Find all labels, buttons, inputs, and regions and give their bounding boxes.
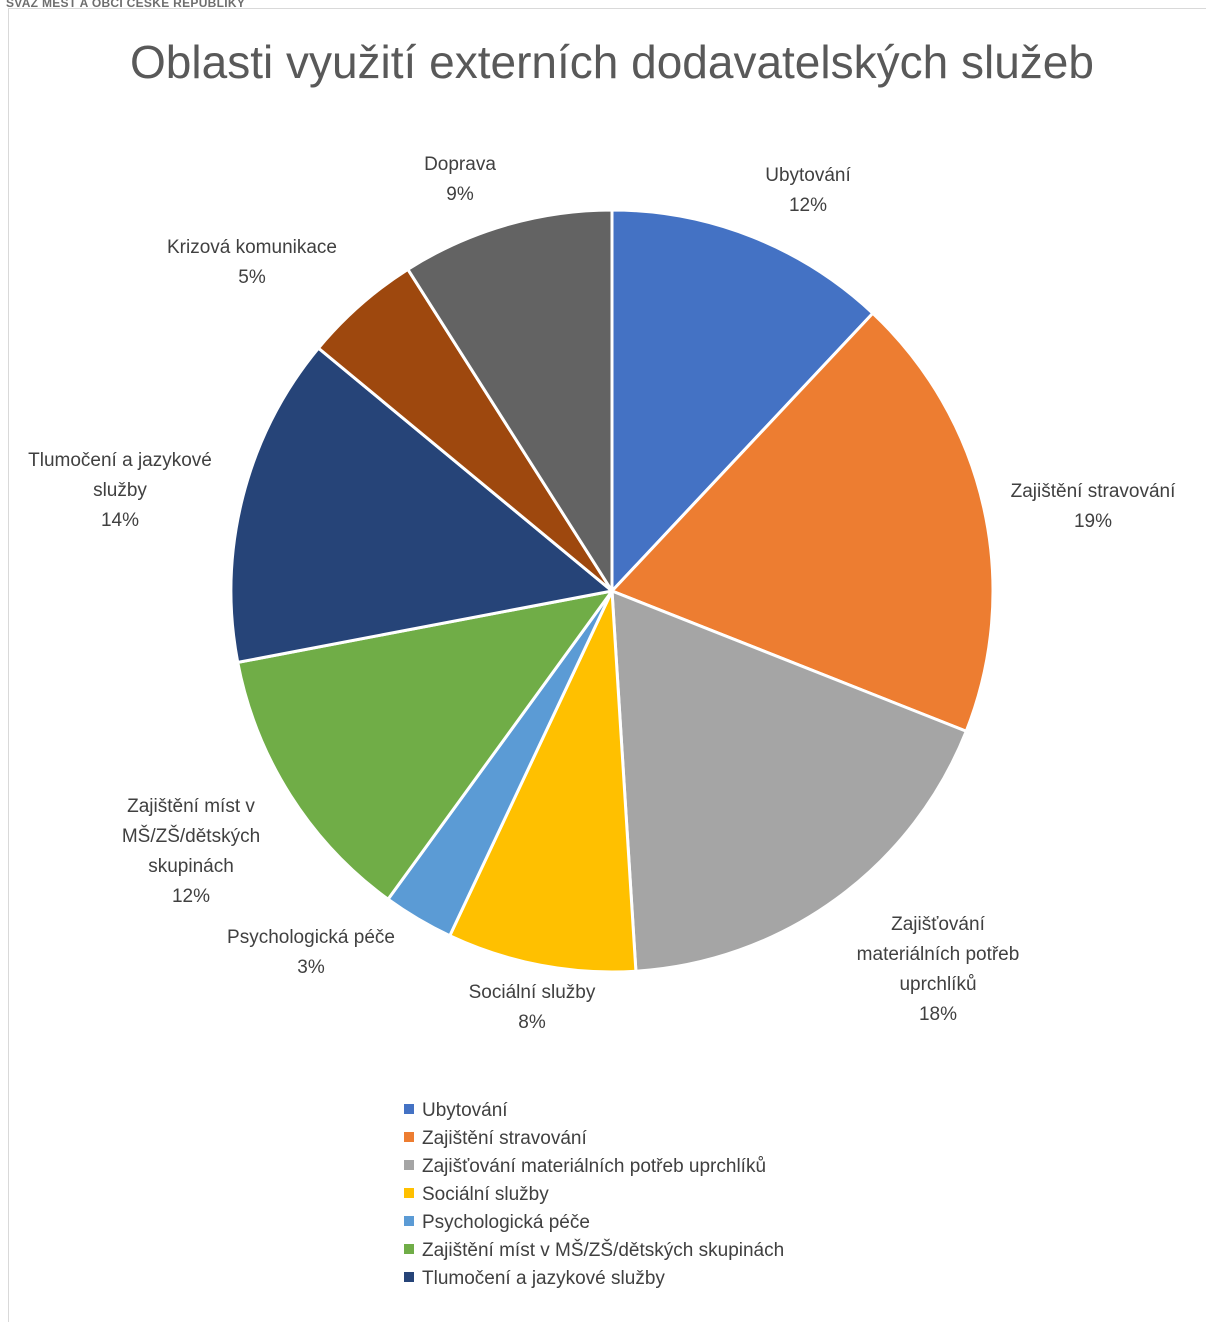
organization-header: SVAZ MĚST A OBCÍ ČESKÉ REPUBLIKY bbox=[6, 0, 246, 10]
slice-category-label: Krizová komunikace bbox=[167, 237, 337, 258]
legend-swatch-4 bbox=[404, 1188, 414, 1198]
pie-slices bbox=[229, 208, 995, 974]
pie-slice-4 bbox=[448, 589, 638, 974]
pie-slice-7 bbox=[229, 346, 614, 664]
slice-category-label: Zajištění stravování bbox=[1011, 481, 1176, 502]
slice-category-label: MŠ/ZŠ/dětských bbox=[122, 825, 260, 847]
slice-category-label: Zajištění míst v bbox=[127, 796, 255, 817]
legend-label-3: Zajišťování materiálních potřeb uprchlík… bbox=[422, 1156, 766, 1177]
slice-value-label: 12% bbox=[172, 886, 210, 907]
slice-category-label: služby bbox=[93, 480, 147, 501]
legend-label-6: Zajištění míst v MŠ/ZŠ/dětských skupinác… bbox=[422, 1239, 784, 1261]
slice-category-label: Zajišťování bbox=[891, 914, 985, 935]
slice-category-label: skupinách bbox=[148, 856, 234, 877]
slice-category-label: Ubytování bbox=[765, 165, 851, 186]
slice-label-8: Krizová komunikace 5% bbox=[167, 237, 337, 288]
slice-value-label: 3% bbox=[297, 957, 325, 978]
chart-frame bbox=[8, 8, 1206, 1322]
slice-label-3: Zajišťování materiálních potřeb uprchlíků 1… bbox=[857, 914, 1020, 1025]
pie-slice-1 bbox=[610, 208, 875, 593]
legend-label-5: Psychologická péče bbox=[422, 1212, 590, 1233]
legend-swatch-6 bbox=[404, 1244, 414, 1254]
legend-swatch-5 bbox=[404, 1216, 414, 1226]
slice-label-2: Zajištění stravování 19% bbox=[1011, 481, 1176, 532]
slice-category-label: Sociální služby bbox=[469, 982, 596, 1003]
slice-label-9: Doprava 9% bbox=[424, 154, 496, 205]
legend-swatch-3 bbox=[404, 1160, 414, 1170]
slice-label-7: Tlumočení a jazykové služby 14% bbox=[28, 450, 212, 531]
slice-category-label: Tlumočení a jazykové bbox=[28, 450, 212, 471]
pie-slice-2 bbox=[610, 311, 995, 733]
legend-label-2: Zajištění stravování bbox=[422, 1128, 587, 1149]
slice-label-5: Psychologická péče 3% bbox=[227, 927, 395, 978]
legend-label-4: Sociální služby bbox=[422, 1184, 549, 1205]
slice-value-label: 18% bbox=[919, 1004, 957, 1025]
slice-category-label: Psychologická péče bbox=[227, 927, 395, 948]
legend: Ubytování Zajištění stravování Zajišťování… bbox=[404, 1100, 784, 1289]
pie-slice-6 bbox=[236, 589, 614, 901]
slice-value-label: 19% bbox=[1074, 511, 1112, 532]
legend-swatch-7 bbox=[404, 1272, 414, 1282]
slice-category-label: Doprava bbox=[424, 154, 496, 175]
slice-labels: Ubytování 12%Zajištění stravování 19%Zajiš… bbox=[28, 154, 1176, 1033]
slice-label-4: Sociální služby 8% bbox=[469, 982, 596, 1033]
legend-swatch-2 bbox=[404, 1132, 414, 1142]
legend-swatch-1 bbox=[404, 1104, 414, 1114]
slice-value-label: 5% bbox=[238, 267, 266, 288]
slice-label-1: Ubytování 12% bbox=[765, 165, 851, 216]
legend-label-1: Ubytování bbox=[422, 1100, 508, 1121]
slice-value-label: 12% bbox=[789, 195, 827, 216]
pie-slice-9 bbox=[406, 208, 614, 593]
slice-value-label: 9% bbox=[446, 184, 474, 205]
pie-slice-3 bbox=[610, 589, 968, 973]
slice-category-label: uprchlíků bbox=[899, 974, 976, 995]
slice-value-label: 14% bbox=[101, 510, 139, 531]
chart-title: Oblasti využití externích dodavatelských… bbox=[130, 36, 1094, 88]
slice-label-6: Zajištění míst v MŠ/ZŠ/dětských skupinách 1… bbox=[122, 796, 260, 907]
legend-label-7: Tlumočení a jazykové služby bbox=[422, 1268, 665, 1289]
slice-category-label: materiálních potřeb bbox=[857, 944, 1020, 965]
slice-value-label: 8% bbox=[518, 1012, 546, 1033]
